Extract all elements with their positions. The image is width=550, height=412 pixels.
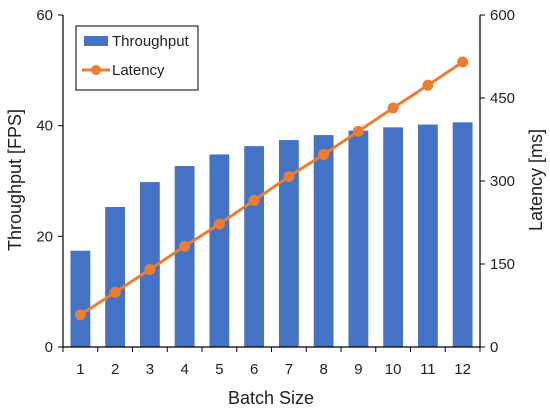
latency-point-9 bbox=[352, 125, 364, 137]
left-tick-label-40: 40 bbox=[36, 118, 53, 135]
legend: Throughput Latency bbox=[75, 25, 199, 91]
legend-label-throughput: Throughput bbox=[112, 33, 190, 50]
latency-point-11 bbox=[422, 79, 434, 91]
x-tick-label-6: 6 bbox=[250, 361, 258, 378]
x-tick-label-9: 9 bbox=[354, 361, 362, 378]
right-tick-label-600: 600 bbox=[490, 7, 515, 24]
x-tick-label-5: 5 bbox=[215, 361, 223, 378]
latency-point-5 bbox=[213, 218, 225, 230]
bar-throughput-9 bbox=[348, 130, 369, 347]
x-axis-title: Batch Size bbox=[228, 388, 314, 408]
bar-throughput-11 bbox=[417, 124, 438, 347]
bar-throughput-2 bbox=[105, 207, 126, 347]
x-tick-label-10: 10 bbox=[385, 361, 402, 378]
latency-point-12 bbox=[457, 56, 469, 68]
bar-throughput-5 bbox=[209, 154, 230, 347]
latency-point-3 bbox=[144, 264, 156, 276]
bar-throughput-1 bbox=[70, 250, 91, 347]
right-tick-label-300: 300 bbox=[490, 173, 515, 190]
bar-throughput-4 bbox=[174, 166, 195, 347]
latency-line-layer bbox=[74, 56, 469, 321]
legend-swatch-throughput bbox=[84, 36, 108, 46]
latency-point-1 bbox=[74, 309, 86, 321]
x-tick-label-8: 8 bbox=[319, 361, 327, 378]
left-tick-label-60: 60 bbox=[36, 7, 53, 24]
y-axis-title: Throughput [FPS] bbox=[5, 109, 25, 251]
latency-point-10 bbox=[387, 102, 399, 114]
x-tick-label-3: 3 bbox=[146, 361, 154, 378]
right-tick-label-0: 0 bbox=[490, 339, 498, 356]
latency-point-8 bbox=[318, 148, 330, 160]
bar-throughput-12 bbox=[452, 122, 473, 347]
latency-point-6 bbox=[248, 194, 260, 206]
bar-throughput-7 bbox=[278, 140, 299, 347]
x-tick-label-11: 11 bbox=[420, 361, 436, 378]
latency-point-4 bbox=[179, 240, 191, 252]
left-tick-label-0: 0 bbox=[45, 339, 53, 356]
bar-throughput-8 bbox=[313, 135, 334, 347]
x-tick-label-12: 12 bbox=[454, 361, 471, 378]
right-tick-label-150: 150 bbox=[490, 256, 515, 273]
right-tick-label-450: 450 bbox=[490, 90, 515, 107]
latency-point-2 bbox=[109, 286, 121, 298]
latency-point-7 bbox=[283, 171, 295, 183]
throughput-bars bbox=[70, 122, 473, 348]
x-tick-label-1: 1 bbox=[76, 361, 84, 378]
y2-axis-title: Latency [ms] bbox=[526, 129, 546, 231]
bar-throughput-10 bbox=[383, 127, 404, 348]
x-tick-label-4: 4 bbox=[180, 361, 188, 378]
x-tick-label-2: 2 bbox=[111, 361, 119, 378]
latency-line bbox=[79, 60, 464, 317]
x-tick-label-7: 7 bbox=[285, 361, 293, 378]
bar-throughput-6 bbox=[244, 146, 265, 347]
legend-label-latency: Latency bbox=[112, 62, 165, 79]
legend-swatch-latency-marker bbox=[91, 65, 101, 75]
left-tick-label-20: 20 bbox=[36, 228, 53, 245]
